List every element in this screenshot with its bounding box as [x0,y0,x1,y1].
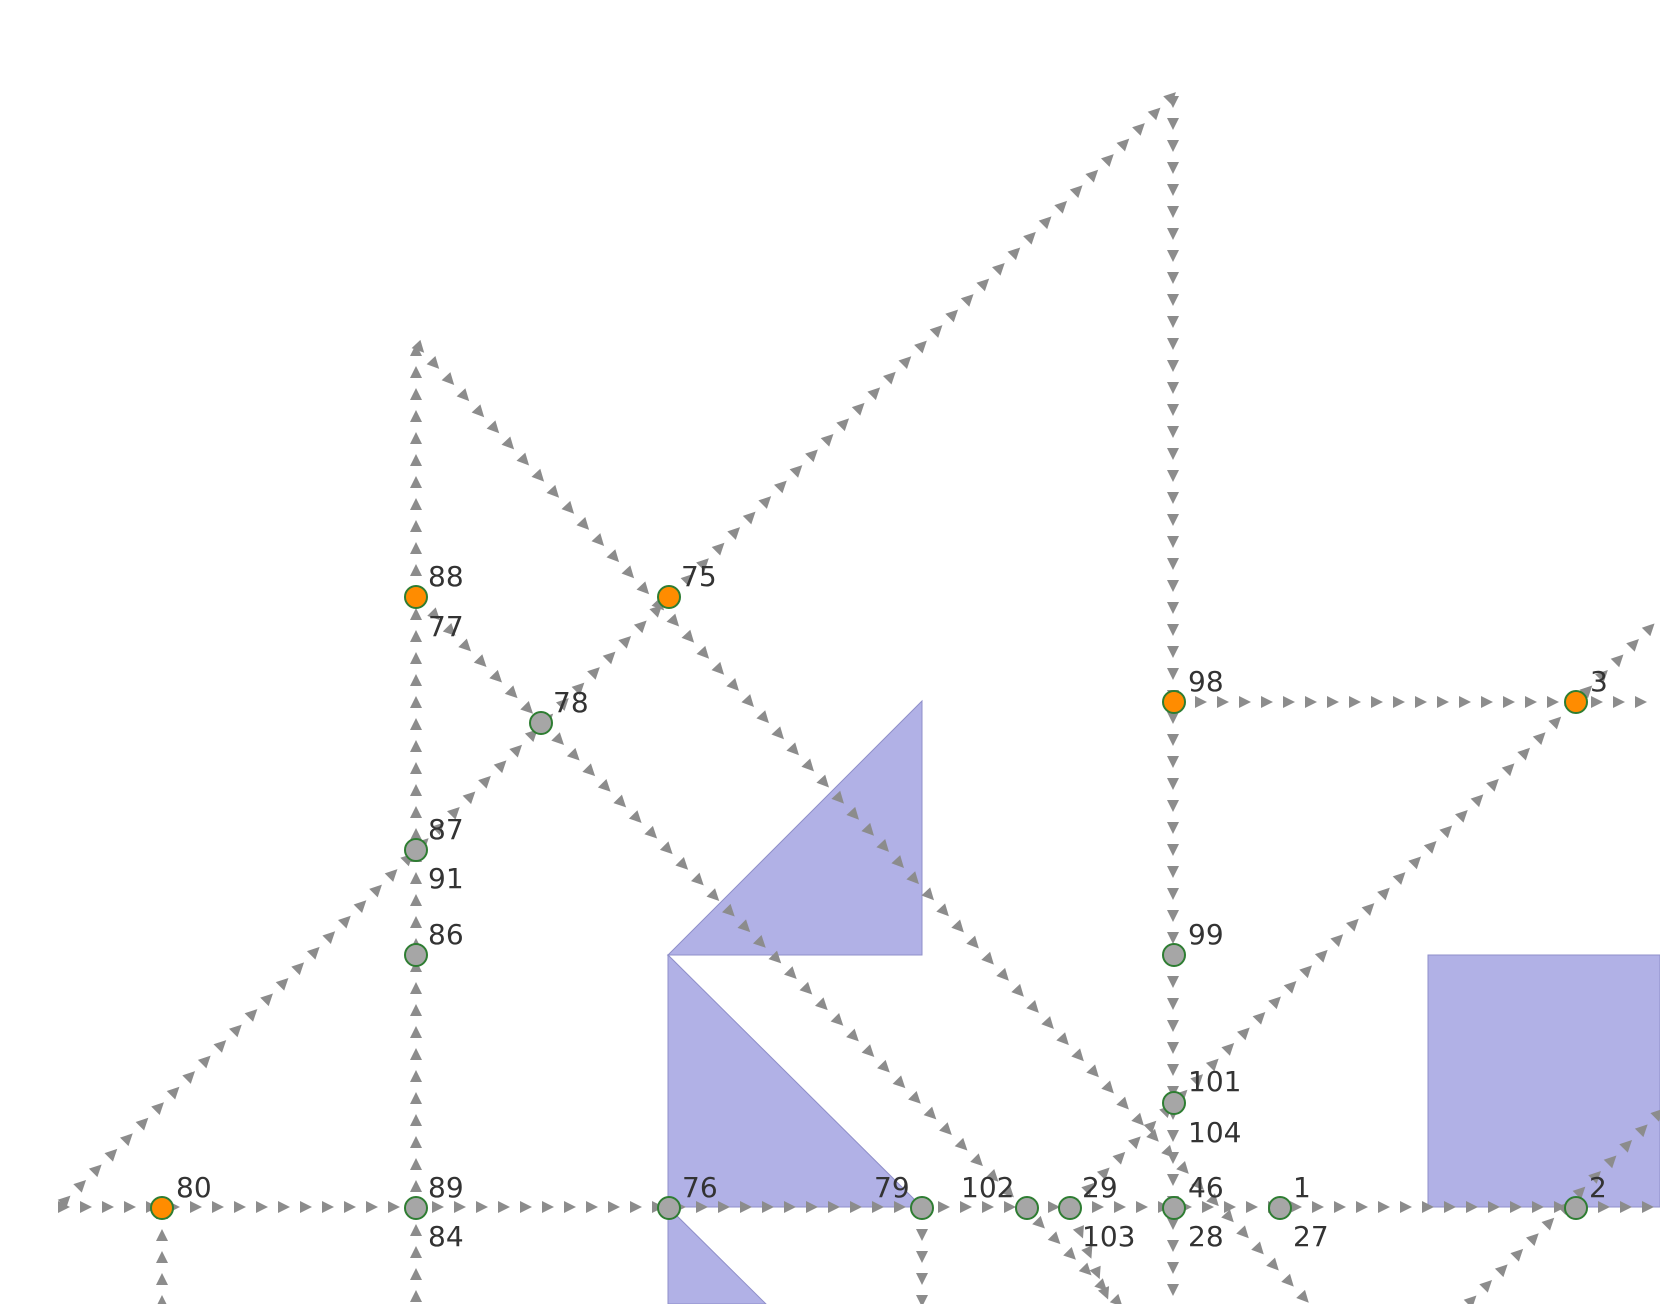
edge-top-diagonal [57,92,1176,1209]
node-102[interactable]: 102 [961,1171,1039,1220]
node-marker[interactable] [657,585,681,609]
edge-stub-80 [156,1207,168,1304]
node-label: 29 [1082,1171,1118,1204]
node-label: 99 [1188,918,1224,951]
node-label: 88 [428,560,464,593]
node-label: 89 [428,1171,464,1204]
node-label: 75 [681,560,717,593]
node-label: 28 [1188,1220,1224,1253]
node-label: 46 [1188,1171,1224,1204]
edge-down-diagonal [411,339,1309,1303]
node-79[interactable]: 79 [874,1171,934,1220]
node-marker[interactable] [1162,1091,1186,1115]
node-86[interactable]: 86 [404,918,464,967]
triangle-middle [667,953,924,1208]
node-1[interactable]: 127 [1268,1171,1329,1253]
node-label: 86 [428,918,464,951]
node-label: 79 [874,1171,910,1204]
node-label: 104 [1188,1116,1241,1149]
triangle-upper [666,699,923,956]
node-label: 101 [1188,1065,1241,1098]
node-98[interactable]: 98 [1162,665,1224,714]
node-label: 3 [1590,665,1608,698]
node-marker[interactable] [1564,690,1588,714]
node-marker[interactable] [1162,1196,1186,1220]
node-75[interactable]: 75 [657,560,717,609]
node-99[interactable]: 99 [1162,918,1224,967]
node-marker[interactable] [404,838,428,862]
node-label: 76 [682,1171,718,1204]
node-marker[interactable] [1162,690,1186,714]
node-78[interactable]: 78 [529,686,589,735]
edge-stub-79 [916,1207,928,1304]
triangle-lower [667,1205,767,1304]
node-label: 91 [428,862,464,895]
node-marker[interactable] [910,1196,934,1220]
node-marker[interactable] [1162,943,1186,967]
node-label: 98 [1188,665,1224,698]
node-label: 102 [961,1171,1014,1204]
node-76[interactable]: 76 [657,1171,718,1220]
node-88[interactable]: 88 77 [404,560,464,643]
shapes-layer [666,699,1660,1304]
node-label: 80 [176,1171,212,1204]
node-marker[interactable] [404,943,428,967]
edge-vertical-left [410,344,422,1302]
node-label: 1 [1293,1171,1311,1204]
node-marker[interactable] [529,711,553,735]
node-3[interactable]: 3 [1564,665,1608,714]
node-marker[interactable] [657,1196,681,1220]
node-marker[interactable] [1015,1196,1039,1220]
rectangle-right [1427,954,1660,1208]
edges-layer [57,92,1660,1304]
node-marker[interactable] [150,1196,174,1220]
node-label: 2 [1589,1171,1607,1204]
node-marker[interactable] [1268,1196,1292,1220]
node-label: 103 [1082,1220,1135,1253]
node-marker[interactable] [1564,1196,1588,1220]
node-marker[interactable] [1058,1196,1082,1220]
node-80[interactable]: 80 [150,1171,212,1220]
node-101[interactable]: 101 104 [1162,1065,1241,1149]
node-label: 84 [428,1220,464,1253]
edge-lower-diagonal [411,591,1123,1304]
edge-horizontal-98 [1173,696,1647,708]
node-2[interactable]: 2 [1564,1171,1607,1220]
node-label: 77 [428,610,464,643]
node-label: 27 [1293,1220,1329,1253]
node-label: 78 [553,686,589,719]
node-label: 87 [428,813,464,846]
node-marker[interactable] [404,1196,428,1220]
node-marker[interactable] [404,585,428,609]
edge-bottom-horizontal [58,1201,1654,1213]
